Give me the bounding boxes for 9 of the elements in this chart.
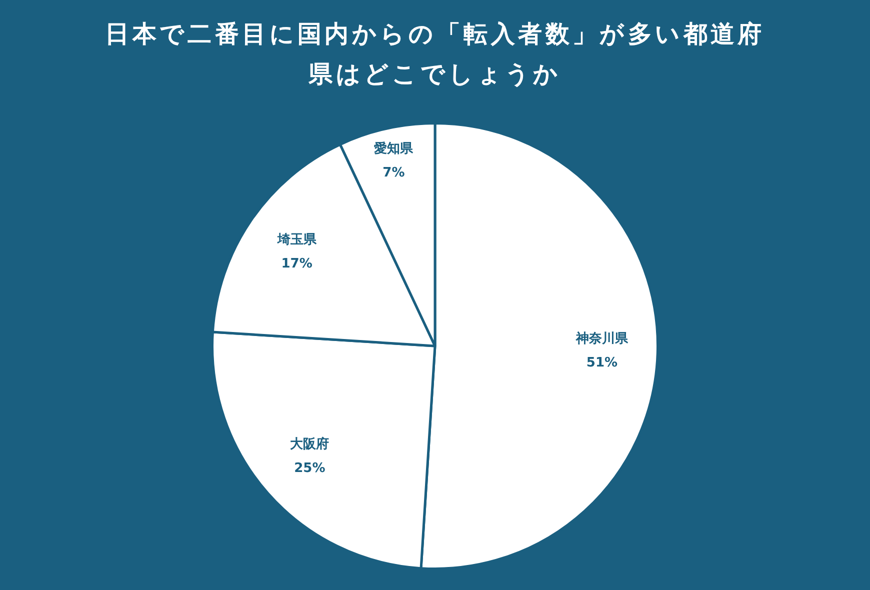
slice-label: 愛知県 [374, 140, 414, 157]
data-label: 51% [586, 356, 618, 371]
data-label: 25% [294, 460, 326, 476]
slice-label: 神奈川県 [574, 330, 629, 347]
slice-label: 大阪府 [290, 436, 330, 452]
slice-label: 埼玉県 [276, 232, 318, 248]
data-label: 7% [382, 166, 405, 181]
chart-title: 日本で二番目に国内からの「転入者数」が多い都道府県はどこでしょうか [104, 19, 766, 90]
data-label: 17% [281, 256, 312, 272]
